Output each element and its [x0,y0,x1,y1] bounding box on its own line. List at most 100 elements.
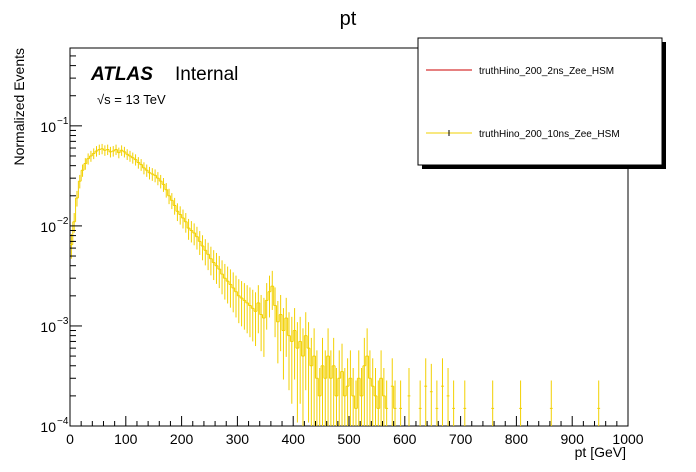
histogram-bin [95,146,99,157]
histogram-bin [360,365,364,426]
histogram-bin [307,322,311,423]
histogram-bin [159,174,163,189]
histogram-bin [114,144,118,156]
histogram-bin [153,169,157,183]
y-axis: 10−110−210−310−4 [40,55,82,435]
histogram-bin [343,367,347,426]
x-tick-label: 200 [170,431,194,447]
y-tick-exponent: −4 [57,416,69,427]
histogram-bin [407,367,411,426]
histogram-bin [201,235,205,261]
histogram-bin [120,145,124,156]
histogram-bin [242,283,247,330]
histogram-bin [223,263,227,300]
histogram-bin [240,281,244,327]
energy-label: √s = 13 TeV [97,92,166,107]
histogram-bin [142,162,146,175]
x-tick-label: 300 [226,431,250,447]
histogram-bin [125,149,130,161]
histogram-bin [374,367,378,426]
legend-label-10ns: truthHino_200_10ns_Zee_HSM [479,129,620,140]
histogram-bin [337,350,342,426]
histogram-bin [162,177,166,192]
y-tick-exponent: −1 [57,116,69,127]
histogram-bin [393,380,397,426]
histogram-bin [78,170,82,189]
internal-label: Internal [175,64,238,85]
histogram-bin [100,143,104,155]
histogram-bin [399,380,403,426]
histogram-bin [145,164,149,177]
histogram-bin [89,150,93,162]
histogram-bin [270,270,275,310]
x-tick-label: 100 [114,431,138,447]
histogram-bin [220,260,224,295]
histogram-bin [346,358,350,426]
y-tick-label: 10 [40,119,56,135]
histogram-bin [254,292,258,347]
histogram-bin [268,275,272,318]
histogram-bin [323,350,328,426]
histogram-bin [117,147,121,159]
histogram-bin [424,358,428,426]
histogram-bin [97,144,102,156]
histogram-bin [109,146,113,158]
histogram-bin [248,287,252,338]
histogram-bin [284,297,289,357]
histogram-bin [276,300,280,364]
chart-title: pt [340,8,357,30]
histogram-bin [315,350,319,426]
histogram-bin [301,328,305,426]
histogram-bin [265,283,269,330]
histogram-bin [312,328,317,426]
histogram-bin [134,154,138,166]
histogram-bin [385,380,389,426]
histogram-bin [72,198,77,233]
y-axis-title: Normalized Events [11,48,27,166]
histogram-bin [309,337,314,426]
histogram-bin [463,380,467,426]
histogram-bin [351,367,356,426]
histogram-bin [181,209,185,229]
series-layer [70,143,601,426]
histogram-bin [435,380,439,426]
histogram-bin [148,166,152,180]
histogram-bin [212,250,216,281]
histogram-bin [441,358,444,426]
histogram-bin [209,246,213,276]
histogram-bin [279,294,283,352]
histogram-bin [167,188,171,205]
histogram-bin [139,159,144,171]
x-tick-label: 900 [561,431,585,447]
histogram-bin [321,337,325,426]
y-tick-exponent: −2 [57,216,69,227]
x-tick-label: 500 [337,431,361,447]
histogram-bin [549,380,553,426]
histogram-bin [173,197,177,215]
x-tick-label: 1000 [612,431,643,447]
histogram-bin [92,148,96,160]
histogram-bin [184,213,188,233]
histogram-bin [178,206,183,225]
legend-box [417,37,663,166]
histogram-bin [390,358,395,426]
histogram-bin [103,145,107,156]
histogram-bin [189,221,194,243]
histogram-bin [326,328,330,426]
histogram-bin [206,242,210,271]
x-tick-label: 0 [66,431,74,447]
histogram-bin [329,350,333,426]
histogram-bin [136,157,141,169]
histogram-bin [597,380,601,426]
histogram-bin [111,146,116,157]
histogram-bin [491,380,495,426]
histogram-bin [215,252,219,284]
histogram-bin [176,203,180,222]
histogram-bin [195,226,199,250]
histogram-bin [298,316,303,404]
histogram-bin [287,312,291,391]
histogram-bin [452,380,456,426]
histogram-bin [273,287,277,338]
atlas-label: ATLAS [90,64,153,85]
